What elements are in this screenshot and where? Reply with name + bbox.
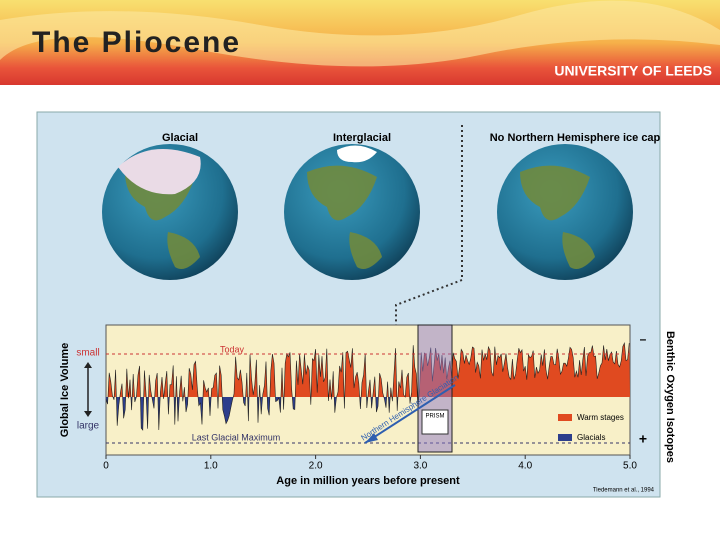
legend-swatch: [558, 414, 572, 421]
x-axis: 0 1.0 2.0 3.0 4.0 5.0: [103, 455, 637, 472]
large-label: large: [77, 421, 100, 432]
today-label: Today: [220, 344, 245, 354]
glacial-area: [106, 397, 630, 431]
x-tick-label: 0: [103, 461, 109, 472]
x-tick-label: 3.0: [413, 461, 427, 472]
ice-sheet: [118, 149, 201, 195]
header-texture: [0, 0, 720, 67]
arrow-head: [365, 433, 378, 443]
x-axis-title: Age in million years before present: [276, 475, 460, 487]
x-tick-label: 5.0: [623, 461, 637, 472]
badge-box: [421, 409, 449, 435]
legend-label: Glacials: [577, 433, 605, 442]
x-tick-label: 1.0: [204, 461, 218, 472]
title: The Pliocene: [32, 26, 241, 59]
legend-swatch: [558, 434, 572, 441]
record-line: [105, 341, 630, 431]
globe-label: Interglacial: [333, 132, 391, 144]
badge: PRISM: [425, 414, 444, 420]
globe-label: No Northern Hemisphere ice cap: [490, 132, 661, 144]
continent: [520, 165, 595, 270]
right-bottom: +: [639, 431, 647, 447]
continent: [307, 165, 382, 270]
ice-sheet: [337, 145, 377, 163]
y-label-left: Global Ice Volume: [59, 343, 71, 438]
x-tick-label: 2.0: [309, 461, 323, 472]
y-label-right: Benthic Oxygen Isotopes: [664, 331, 676, 463]
right-top: –: [640, 332, 647, 346]
isotope-record: [105, 341, 630, 431]
x-tick-label: 4.0: [518, 461, 532, 472]
lgm-label: Last Glacial Maximum: [192, 432, 281, 442]
small-label: small: [76, 348, 99, 359]
logo: UNIVERSITY OF LEEDS: [554, 63, 712, 79]
arrow: [364, 384, 456, 444]
credit: Tiedemann et al., 1994: [593, 488, 655, 494]
globe-label: Glacial: [162, 132, 198, 144]
arrow-heads: [84, 362, 92, 417]
continent: [125, 165, 200, 270]
legend-label: Warm stages: [577, 413, 624, 422]
globes: Glacial Interglacial No Northern Hemispher…: [102, 132, 661, 280]
warm-area: [106, 343, 630, 397]
connector: [395, 125, 463, 325]
